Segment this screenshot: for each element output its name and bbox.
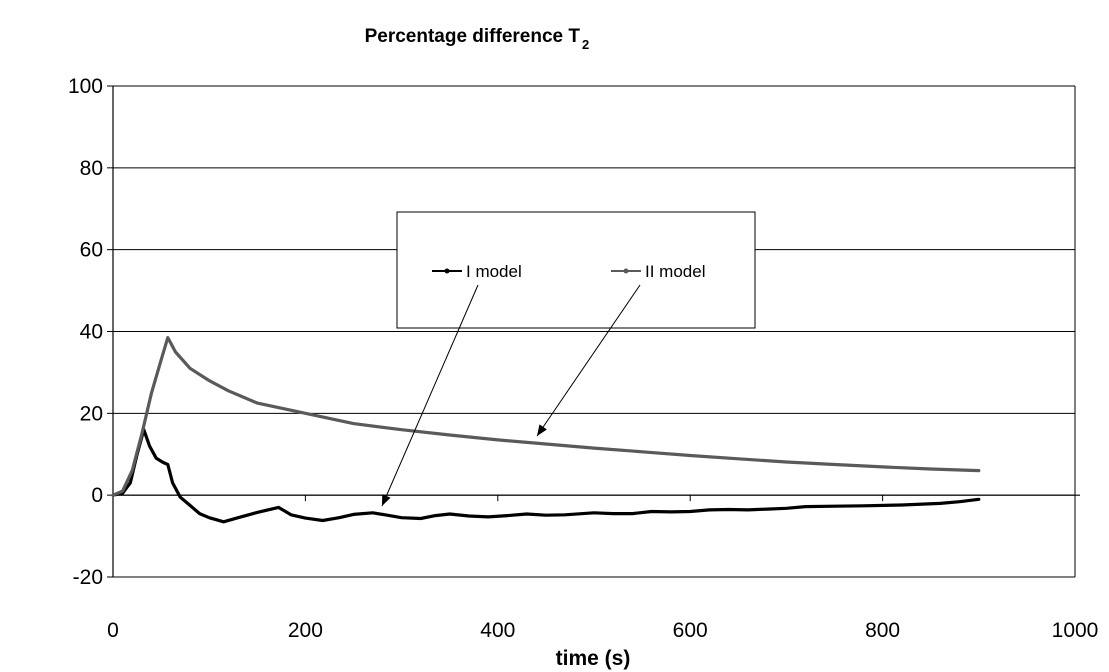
- x-tick-label-3: 600: [673, 619, 708, 642]
- annotation-arrow-line-1: [536, 284, 641, 437]
- legend-marker-0: [444, 268, 450, 274]
- legend-marker-1: [623, 268, 629, 274]
- chart-title-text: Percentage difference T: [365, 26, 581, 47]
- y-tick-label-5: 80: [80, 157, 103, 180]
- annotation-arrows: [381, 284, 641, 507]
- annotation-arrow-line-0: [381, 284, 479, 507]
- series-layer: [111, 336, 981, 524]
- y-tick-label-1: 0: [91, 484, 103, 507]
- legend: I model II model: [396, 211, 756, 329]
- series-line-0: [111, 428, 981, 524]
- y-axis-ticks: -20 0 20 40 60 80 100: [68, 75, 113, 589]
- x-axis-label: time (s): [556, 647, 631, 670]
- annotation-arrowhead-0: [382, 494, 391, 506]
- series-line-1: [111, 336, 981, 497]
- x-tick-label-5: 1000: [1052, 619, 1099, 642]
- y-tick-label-3: 40: [80, 321, 103, 344]
- x-tick-label-1: 200: [288, 619, 323, 642]
- annotation-arrowhead-1: [537, 424, 547, 436]
- x-tick-label-0: 0: [107, 619, 119, 642]
- x-axis-ticks: 0 200 400 600 800 1000: [107, 495, 1098, 642]
- y-tick-label-4: 60: [80, 239, 103, 262]
- chart-title: Percentage difference T 2: [365, 26, 590, 52]
- y-tick-label-2: 20: [80, 402, 103, 425]
- x-tick-label-4: 800: [865, 619, 900, 642]
- legend-label-0: I model: [466, 262, 522, 281]
- x-tick-label-2: 400: [480, 619, 515, 642]
- legend-label-1: II model: [645, 262, 705, 281]
- chart-title-subscript: 2: [582, 37, 589, 52]
- y-tick-label-0: -20: [73, 566, 103, 589]
- y-tick-label-6: 100: [68, 75, 103, 98]
